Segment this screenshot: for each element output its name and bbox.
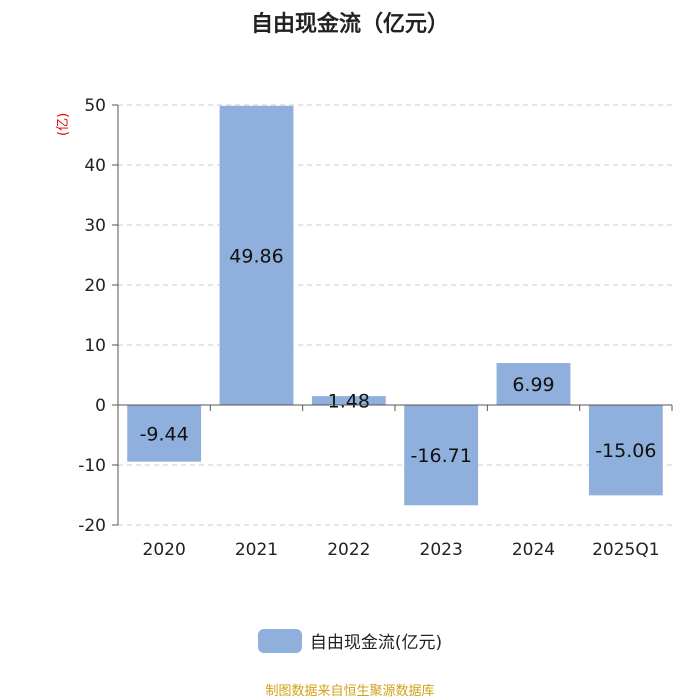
- source-note: 制图数据来自恒生聚源数据库: [265, 684, 435, 699]
- y-tick-label-7: -20: [78, 516, 106, 536]
- data-label-2020: -9.44: [140, 423, 189, 445]
- bar-2023: [404, 405, 479, 506]
- bar-2021: [219, 105, 294, 405]
- x-tick-label-2023: 2023: [420, 540, 463, 560]
- y-tick-label-3: 20: [84, 276, 106, 296]
- chart-title: 自由现金流（亿元）: [250, 12, 449, 37]
- data-label-2024: 6.99: [512, 374, 554, 396]
- bar-2024: [496, 363, 571, 405]
- y-tick-label-5: 0: [95, 396, 106, 416]
- legend[interactable]: 自由现金流(亿元): [0, 628, 700, 653]
- bar-2025Q1: [588, 405, 663, 496]
- x-tick-label-2025Q1: 2025Q1: [592, 540, 659, 560]
- data-label-2025Q1: -15.06: [595, 440, 656, 462]
- legend-label: 自由现金流(亿元): [309, 633, 443, 653]
- bar-2022: [311, 396, 386, 405]
- y-tick-label-0: 50: [84, 96, 106, 116]
- data-label-2023: -16.71: [411, 445, 472, 467]
- x-tick-label-2021: 2021: [235, 540, 278, 560]
- plot-area: 50 40 30 20 10 0 -10 -20 -9.44 2020 49.86 2021 1.48 2…: [78, 96, 673, 560]
- bar-2020: [127, 405, 202, 462]
- legend-swatch: [257, 628, 302, 653]
- x-tick-label-2022: 2022: [327, 540, 370, 560]
- y-tick-label-2: 30: [84, 216, 106, 236]
- y-tick-label-4: 10: [84, 336, 106, 356]
- data-label-2022: 1.48: [328, 391, 370, 413]
- y-tick-label-6: -10: [78, 456, 106, 476]
- x-tick-label-2024: 2024: [512, 540, 555, 560]
- data-label-2021: 49.86: [229, 245, 283, 267]
- y-tick-label-1: 40: [84, 156, 106, 176]
- x-tick-label-2020: 2020: [143, 540, 186, 560]
